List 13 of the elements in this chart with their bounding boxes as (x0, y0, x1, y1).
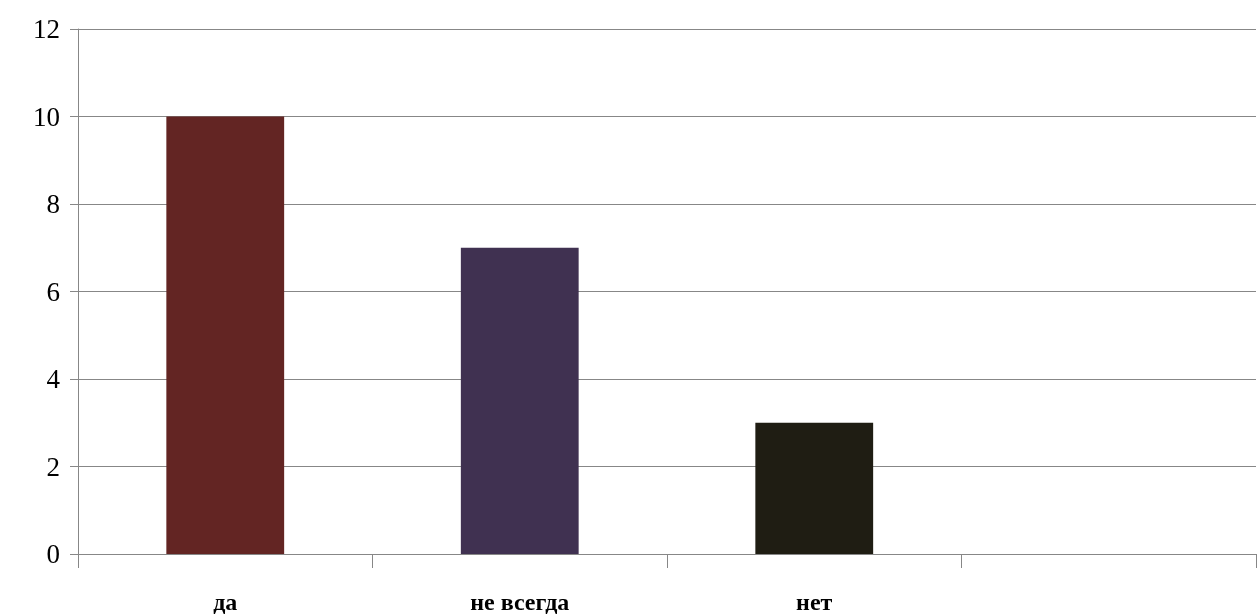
bar (755, 422, 874, 554)
y-tick-label: 8 (46, 189, 60, 219)
y-tick-label: 0 (46, 539, 60, 569)
bar (460, 247, 579, 554)
y-tick-label: 4 (46, 364, 61, 394)
x-tick-label: не всегда (470, 589, 570, 615)
bar (166, 116, 285, 554)
y-tick-label: 2 (46, 451, 60, 482)
y-tick-label: 6 (46, 276, 60, 307)
y-tick-label: 10 (33, 101, 60, 132)
x-tick-label: да (213, 589, 238, 615)
x-tick-label: нет (796, 589, 833, 615)
y-tick-label: 12 (33, 14, 60, 44)
